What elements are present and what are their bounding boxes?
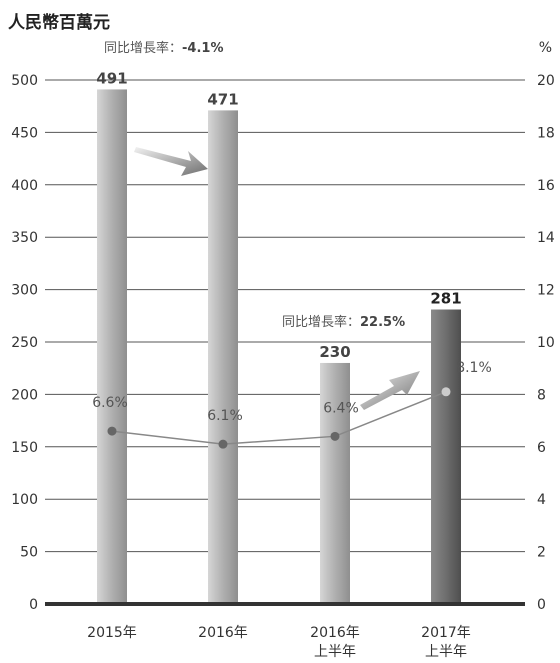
- right-tick-label: 0: [537, 597, 546, 613]
- left-tick-label: 350: [11, 230, 38, 246]
- right-tick-label: 10: [537, 335, 555, 351]
- line-point: [441, 387, 451, 397]
- line-series: 6.6% 6.1% 6.4% 8.1%: [92, 360, 492, 449]
- bar-value-labels: 491 471 230 281: [96, 69, 461, 361]
- bar: [208, 110, 238, 604]
- x-tick-label-line2: 上半年: [314, 644, 356, 660]
- right-axis: 0 2 4 6 8 10 12 14 16 18 20: [537, 73, 555, 613]
- x-tick-label: 2017年: [421, 625, 471, 641]
- down-trend-arrow-icon: [134, 147, 208, 176]
- left-tick-label: 250: [11, 335, 38, 351]
- right-tick-label: 2: [537, 545, 546, 561]
- annotations: 同比增長率：-4.1% 同比增長率：22.5%: [104, 40, 420, 410]
- x-tick-label: 2015年: [87, 625, 137, 641]
- bar-value-label: 281: [430, 290, 461, 308]
- line-value-label: 6.4%: [323, 400, 359, 416]
- right-axis-unit: %: [538, 40, 552, 56]
- left-tick-label: 200: [11, 387, 38, 403]
- left-tick-label: 400: [11, 178, 38, 194]
- up-trend-arrow-icon: [360, 371, 420, 410]
- bar: [431, 309, 461, 604]
- bar-value-label: 471: [207, 90, 238, 108]
- line-point: [218, 439, 228, 449]
- bar-value-label: 230: [319, 343, 350, 361]
- line-value-label: 8.1%: [456, 360, 492, 376]
- right-tick-label: 4: [537, 492, 546, 508]
- x-tick-label: 2016年: [310, 625, 360, 641]
- bar: [320, 362, 350, 604]
- left-axis: 0 50 100 150 200 250 300 350 400 450 500: [11, 73, 38, 613]
- right-tick-label: 16: [537, 178, 555, 194]
- right-tick-label: 18: [537, 125, 555, 141]
- right-tick-label: 12: [537, 283, 555, 299]
- right-tick-label: 8: [537, 387, 546, 403]
- left-tick-label: 500: [11, 73, 38, 89]
- x-tick-label: 2016年: [198, 625, 248, 641]
- right-tick-label: 6: [537, 440, 546, 456]
- line-point: [107, 426, 117, 436]
- left-tick-label: 0: [29, 597, 38, 613]
- bar-series: [97, 89, 461, 604]
- left-tick-label: 50: [20, 545, 38, 561]
- growth-annotation-2017h1: 同比增長率：22.5%: [282, 314, 405, 330]
- line-value-label: 6.1%: [207, 408, 243, 424]
- left-tick-label: 150: [11, 440, 38, 456]
- line-path: [111, 391, 447, 445]
- line-value-label: 6.6%: [92, 395, 128, 411]
- bar: [97, 89, 127, 604]
- left-tick-label: 450: [11, 125, 38, 141]
- left-tick-label: 100: [11, 492, 38, 508]
- right-tick-label: 14: [537, 230, 555, 246]
- line-point: [330, 431, 340, 441]
- growth-annotation-2016: 同比增長率：-4.1%: [104, 40, 223, 56]
- left-tick-label: 300: [11, 283, 38, 299]
- bar-value-label: 491: [96, 69, 127, 87]
- right-tick-label: 20: [537, 73, 555, 89]
- left-axis-unit: 人民幣百萬元: [8, 13, 110, 33]
- x-tick-label-line2: 上半年: [425, 644, 467, 660]
